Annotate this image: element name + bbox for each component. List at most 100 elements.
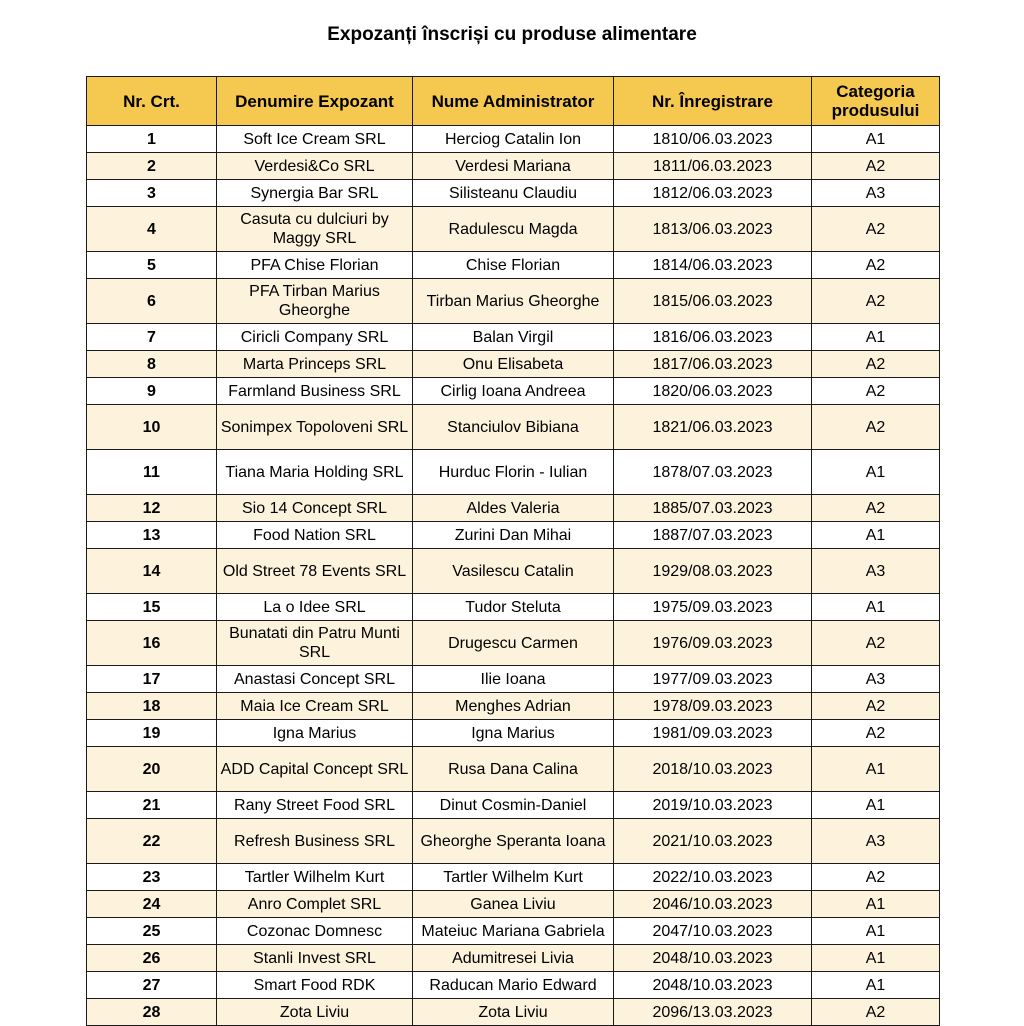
table-body: 1 Soft Ice Cream SRL Herciog Catalin Ion 18… [86, 125, 940, 1026]
cell-nr: 17 [86, 665, 217, 693]
table-row: 22 Refresh Business SRL Gheorghe Speranta … [86, 818, 940, 864]
cell-nr: 21 [86, 791, 217, 819]
cell-category: A2 [811, 620, 940, 666]
cell-nr: 13 [86, 521, 217, 549]
cell-exhibitor-name: Igna Marius [216, 719, 413, 747]
cell-category: A2 [811, 152, 940, 180]
cell-category: A1 [811, 971, 940, 999]
cell-administrator: Verdesi Mariana [412, 152, 614, 180]
cell-administrator: Balan Virgil [412, 323, 614, 351]
table-row: 7 Ciricli Company SRL Balan Virgil 1816/06.… [86, 323, 940, 351]
exhibitors-table: Nr. Crt. Denumire Expozant Nume Administ… [86, 76, 940, 1026]
cell-category: A3 [811, 548, 940, 594]
cell-exhibitor-name: Maia Ice Cream SRL [216, 692, 413, 720]
cell-category: A2 [811, 692, 940, 720]
cell-registration: 1976/09.03.2023 [613, 620, 812, 666]
cell-administrator: Tudor Steluta [412, 593, 614, 621]
cell-administrator: Gheorghe Speranta Ioana [412, 818, 614, 864]
cell-exhibitor-name: Tartler Wilhelm Kurt [216, 863, 413, 891]
cell-nr: 16 [86, 620, 217, 666]
cell-nr: 6 [86, 278, 217, 324]
cell-administrator: Adumitresei Livia [412, 944, 614, 972]
table-row: 20 ADD Capital Concept SRL Rusa Dana Calin… [86, 746, 940, 792]
cell-nr: 7 [86, 323, 217, 351]
cell-nr: 23 [86, 863, 217, 891]
cell-administrator: Silisteanu Claudiu [412, 179, 614, 207]
cell-nr: 11 [86, 449, 217, 495]
cell-administrator: Dinut Cosmin-Daniel [412, 791, 614, 819]
cell-registration: 1821/06.03.2023 [613, 404, 812, 450]
cell-category: A2 [811, 350, 940, 378]
cell-nr: 25 [86, 917, 217, 945]
cell-category: A1 [811, 917, 940, 945]
cell-administrator: Chise Florian [412, 251, 614, 279]
table-row: 11 Tiana Maria Holding SRL Hurduc Florin -… [86, 449, 940, 495]
cell-registration: 2096/13.03.2023 [613, 998, 812, 1026]
cell-nr: 10 [86, 404, 217, 450]
cell-administrator: Herciog Catalin Ion [412, 125, 614, 153]
cell-administrator: Tirban Marius Gheorghe [412, 278, 614, 324]
cell-registration: 1975/09.03.2023 [613, 593, 812, 621]
cell-exhibitor-name: Smart Food RDK [216, 971, 413, 999]
table-header-row: Nr. Crt. Denumire Expozant Nume Administ… [86, 76, 940, 126]
cell-category: A3 [811, 179, 940, 207]
table-row: 24 Anro Complet SRL Ganea Liviu 2046/10.03.… [86, 890, 940, 918]
cell-exhibitor-name: Casuta cu dulciuri by Maggy SRL [216, 206, 413, 252]
cell-registration: 2048/10.03.2023 [613, 944, 812, 972]
cell-exhibitor-name: Farmland Business SRL [216, 377, 413, 405]
cell-exhibitor-name: Rany Street Food SRL [216, 791, 413, 819]
table-row: 15 La o Idee SRL Tudor Steluta 1975/09.03.2… [86, 593, 940, 621]
cell-category: A1 [811, 593, 940, 621]
header-admin: Nume Administrator [412, 76, 614, 126]
cell-exhibitor-name: Sio 14 Concept SRL [216, 494, 413, 522]
cell-nr: 14 [86, 548, 217, 594]
table-row: 9 Farmland Business SRL Cirlig Ioana Andre… [86, 377, 940, 405]
cell-registration: 1820/06.03.2023 [613, 377, 812, 405]
cell-category: A1 [811, 890, 940, 918]
cell-registration: 1978/09.03.2023 [613, 692, 812, 720]
cell-exhibitor-name: Anro Complet SRL [216, 890, 413, 918]
table-row: 12 Sio 14 Concept SRL Aldes Valeria 1885/07… [86, 494, 940, 522]
cell-exhibitor-name: Synergia Bar SRL [216, 179, 413, 207]
cell-exhibitor-name: Anastasi Concept SRL [216, 665, 413, 693]
cell-registration: 1977/09.03.2023 [613, 665, 812, 693]
cell-administrator: Onu Elisabeta [412, 350, 614, 378]
cell-exhibitor-name: Stanli Invest SRL [216, 944, 413, 972]
cell-nr: 18 [86, 692, 217, 720]
table-row: 19 Igna Marius Igna Marius 1981/09.03.2023 A… [86, 719, 940, 747]
cell-administrator: Zurini Dan Mihai [412, 521, 614, 549]
cell-administrator: Drugescu Carmen [412, 620, 614, 666]
cell-administrator: Igna Marius [412, 719, 614, 747]
table-row: 14 Old Street 78 Events SRL Vasilescu Cata… [86, 548, 940, 594]
cell-exhibitor-name: PFA Tirban Marius Gheorghe [216, 278, 413, 324]
table-row: 4 Casuta cu dulciuri by Maggy SRL Radulesc… [86, 206, 940, 252]
cell-exhibitor-name: Refresh Business SRL [216, 818, 413, 864]
cell-exhibitor-name: Sonimpex Topoloveni SRL [216, 404, 413, 450]
cell-exhibitor-name: Tiana Maria Holding SRL [216, 449, 413, 495]
cell-nr: 3 [86, 179, 217, 207]
table-row: 16 Bunatati din Patru Munti SRL Drugescu C… [86, 620, 940, 666]
cell-registration: 2019/10.03.2023 [613, 791, 812, 819]
table-row: 17 Anastasi Concept SRL Ilie Ioana 1977/09.… [86, 665, 940, 693]
document-title: Expozanți înscriși cu produse alimentare [327, 24, 697, 45]
cell-category: A1 [811, 323, 940, 351]
cell-registration: 2018/10.03.2023 [613, 746, 812, 792]
cell-registration: 1878/07.03.2023 [613, 449, 812, 495]
cell-administrator: Zota Liviu [412, 998, 614, 1026]
cell-category: A2 [811, 863, 940, 891]
table-row: 6 PFA Tirban Marius Gheorghe Tirban Marius… [86, 278, 940, 324]
cell-administrator: Rusa Dana Calina [412, 746, 614, 792]
cell-category: A1 [811, 521, 940, 549]
cell-exhibitor-name: Food Nation SRL [216, 521, 413, 549]
table-row: 28 Zota Liviu Zota Liviu 2096/13.03.2023 A2 [86, 998, 940, 1026]
cell-registration: 1817/06.03.2023 [613, 350, 812, 378]
cell-exhibitor-name: La o Idee SRL [216, 593, 413, 621]
cell-administrator: Aldes Valeria [412, 494, 614, 522]
cell-category: A1 [811, 791, 940, 819]
cell-nr: 22 [86, 818, 217, 864]
cell-administrator: Vasilescu Catalin [412, 548, 614, 594]
cell-nr: 5 [86, 251, 217, 279]
cell-exhibitor-name: ADD Capital Concept SRL [216, 746, 413, 792]
cell-category: A2 [811, 404, 940, 450]
cell-category: A2 [811, 278, 940, 324]
